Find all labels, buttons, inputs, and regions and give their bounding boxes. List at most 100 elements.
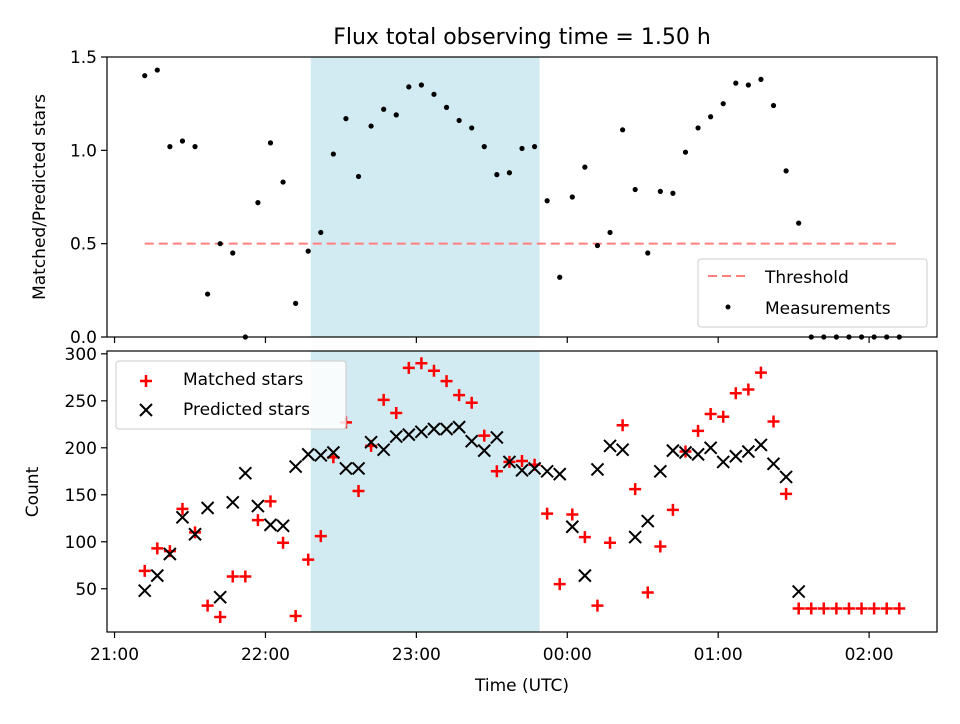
predicted-star-point — [414, 425, 429, 439]
top-panel: 0.0 0.5 1.0 1.5 Matched/Predicted stars Thr… — [30, 48, 938, 348]
predicted-star-point — [515, 463, 529, 478]
chart-title: Flux total observing time = 1.50 h — [333, 25, 711, 50]
top-y-tick-label: 1.0 — [70, 141, 97, 161]
bottom-legend-box — [115, 360, 347, 430]
measurement-point — [418, 82, 424, 88]
matched-star-point — [226, 570, 239, 583]
predicted-star-point — [477, 443, 491, 458]
matched-star-point — [151, 542, 164, 555]
matched-star-point — [314, 530, 327, 543]
matched-star-point — [465, 396, 478, 409]
legend-measurements-swatch — [725, 304, 731, 310]
measurement-point — [267, 140, 274, 146]
measurement-point — [179, 138, 186, 144]
measurement-point — [167, 144, 173, 150]
predicted-star-point — [502, 455, 517, 469]
measurements-series — [142, 67, 902, 340]
top-axes-frame — [106, 56, 938, 338]
measurement-point — [770, 102, 777, 109]
top-y-tick-label: 0.0 — [70, 328, 97, 348]
predicted-star-point — [716, 455, 730, 469]
matched-star-point — [893, 602, 906, 615]
measurement-point — [494, 172, 500, 178]
predicted-star-point — [402, 427, 416, 442]
predicted-star-point — [779, 470, 793, 484]
matched-star-point — [654, 540, 667, 553]
bottom-y-tick-label: 300 — [65, 345, 97, 365]
predicted-star-point — [376, 442, 391, 457]
predicted-star-point — [666, 443, 680, 458]
measurement-point — [255, 200, 261, 206]
legend-matched-label: Matched stars — [183, 370, 303, 390]
bottom-y-axis: 50 100 150 200 250 300 — [65, 345, 107, 600]
matched-star-point — [868, 602, 881, 615]
top-legend: Threshold Measurements — [697, 258, 928, 328]
measurement-point — [607, 229, 613, 236]
predicted-star-point — [200, 501, 215, 515]
top-y-tick-label: 1.5 — [70, 48, 97, 68]
predicted-star-point — [288, 459, 303, 474]
matched-star-point — [176, 502, 189, 515]
measurement-point — [293, 300, 299, 306]
predicted-star-point — [188, 527, 202, 541]
matched-star-point — [289, 610, 302, 623]
predicted-star-point — [150, 568, 165, 583]
bottom-legend: Matched stars Predicted stars — [115, 360, 347, 430]
measurement-point — [695, 125, 701, 131]
matched-star-point — [717, 410, 730, 423]
matched-star-point — [666, 503, 679, 516]
measurement-point — [745, 82, 751, 88]
predicted-star-point — [641, 514, 655, 528]
bottom-x-tick-label: 00:00 — [543, 645, 592, 665]
measurement-point — [531, 144, 538, 150]
predicted-star-point — [439, 422, 454, 436]
bottom-x-tick-label: 22:00 — [241, 645, 290, 665]
bottom-panel: 50 100 150 200 250 300 21:00 22:00 23:00 00:00 01… — [23, 345, 938, 696]
matched-star-point — [352, 485, 365, 498]
matched-star-point — [855, 602, 868, 615]
predicted-star-point — [691, 447, 705, 462]
bottom-y-tick-label: 50 — [75, 580, 97, 600]
top-y-axis: 0.0 0.5 1.0 1.5 — [70, 48, 107, 348]
measurement-point — [796, 220, 802, 226]
matched-star-point — [214, 610, 227, 623]
measurement-point — [192, 144, 198, 150]
measurement-point — [230, 250, 236, 256]
legend-predicted-label: Predicted stars — [183, 400, 310, 420]
measurement-point — [733, 80, 739, 86]
measurement-point — [758, 76, 764, 82]
bottom-y-axis-label: Count — [23, 466, 43, 517]
legend-threshold-label: Threshold — [764, 268, 849, 288]
matched-star-point — [302, 553, 315, 566]
measurement-point — [330, 151, 336, 157]
predicted-star-point — [565, 520, 580, 534]
predicted-star-point — [766, 457, 781, 471]
matched-star-point — [880, 602, 893, 615]
predicted-star-point — [603, 439, 617, 453]
matched-star-point — [490, 465, 503, 478]
measurement-point — [280, 179, 286, 185]
predicted-star-point — [276, 519, 290, 533]
matched-star-point — [377, 393, 390, 406]
top-x-ticks — [113, 337, 870, 343]
matched-star-point — [641, 586, 654, 599]
measurement-point — [783, 168, 789, 174]
predicted-star-point — [427, 422, 441, 436]
measurement-point — [205, 291, 211, 297]
measurement-point — [657, 188, 663, 194]
predicted-star-point — [578, 568, 592, 583]
predicted-star-point — [464, 434, 479, 448]
predicted-star-point — [678, 445, 693, 460]
matched-star-point — [692, 424, 705, 437]
bottom-x-tick-label: 23:00 — [392, 645, 441, 665]
matched-star-point — [742, 383, 755, 396]
matched-star-point — [440, 375, 453, 388]
predicted-star-point — [339, 461, 353, 476]
matched-star-point — [616, 419, 629, 432]
predicted-star-point — [553, 467, 567, 481]
measurement-point — [519, 145, 525, 152]
matched-star-point — [591, 599, 604, 612]
predicted-star-point — [741, 444, 756, 459]
matched-star-point — [780, 487, 793, 500]
